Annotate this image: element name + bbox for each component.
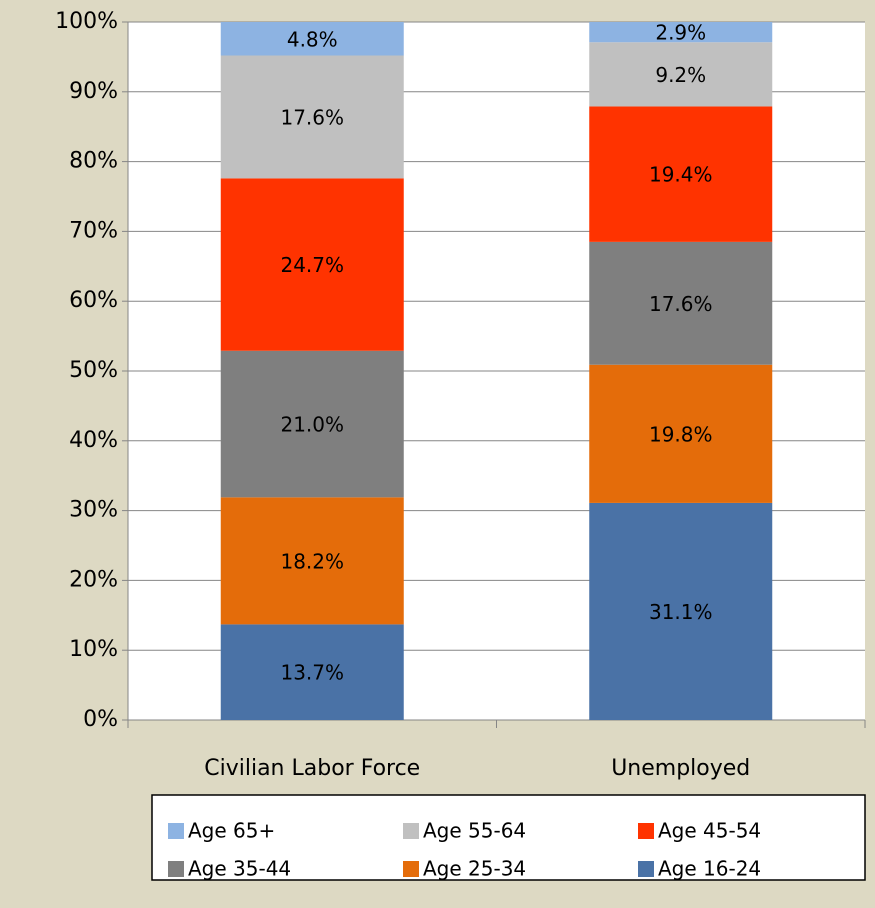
data-label: 19.4%: [649, 163, 713, 187]
bar-segment: [220, 624, 404, 720]
bar-segment: [589, 364, 773, 503]
data-label: 24.7%: [280, 253, 344, 277]
legend-swatch: [403, 823, 419, 839]
data-label: 21.0%: [280, 413, 344, 437]
data-label: 17.6%: [280, 105, 344, 129]
y-tick-label: 50%: [69, 358, 118, 383]
y-tick-label: 40%: [69, 428, 118, 453]
y-tick-label: 70%: [69, 218, 118, 243]
x-tick-label: Civilian Labor Force: [204, 756, 420, 781]
data-label: 4.8%: [287, 27, 338, 51]
legend-label: Age 65+: [188, 819, 275, 843]
bar-segment: [589, 241, 773, 365]
legend: [151, 794, 866, 881]
bar-segment: [589, 502, 773, 720]
y-tick-label: 80%: [69, 149, 118, 174]
data-label: 31.1%: [649, 600, 713, 624]
y-tick-label: 90%: [69, 79, 118, 104]
legend-label: Age 55-64: [423, 819, 526, 843]
bar-segment: [220, 178, 404, 351]
legend-label: Age 45-54: [658, 819, 761, 843]
y-tick-label: 30%: [69, 498, 118, 523]
y-tick-label: 20%: [69, 567, 118, 592]
legend-swatch: [638, 823, 654, 839]
y-tick-label: 100%: [55, 9, 118, 34]
legend-swatch: [168, 861, 184, 877]
legend-label: Age 25-34: [423, 857, 526, 881]
legend-swatch: [638, 861, 654, 877]
y-tick-label: 60%: [69, 288, 118, 313]
data-label: 9.2%: [655, 63, 706, 87]
bar-segment: [220, 350, 404, 498]
legend-swatch: [403, 861, 419, 877]
data-label: 2.9%: [655, 21, 706, 45]
data-label: 17.6%: [649, 292, 713, 316]
bar-segment: [589, 22, 773, 43]
bar-segment: [220, 497, 404, 625]
legend-label: Age 35-44: [188, 857, 291, 881]
x-tick-label: Unemployed: [611, 756, 750, 781]
legend-swatch: [168, 823, 184, 839]
data-label: 13.7%: [280, 661, 344, 685]
y-tick-label: 0%: [83, 707, 118, 732]
data-label: 18.2%: [280, 549, 344, 573]
bar-segment: [220, 22, 404, 56]
bar-segment: [220, 55, 404, 179]
y-tick-label: 10%: [69, 637, 118, 662]
bar-segment: [589, 42, 773, 107]
bar-segment: [589, 106, 773, 242]
data-label: 19.8%: [649, 422, 713, 446]
legend-label: Age 16-24: [658, 857, 761, 881]
